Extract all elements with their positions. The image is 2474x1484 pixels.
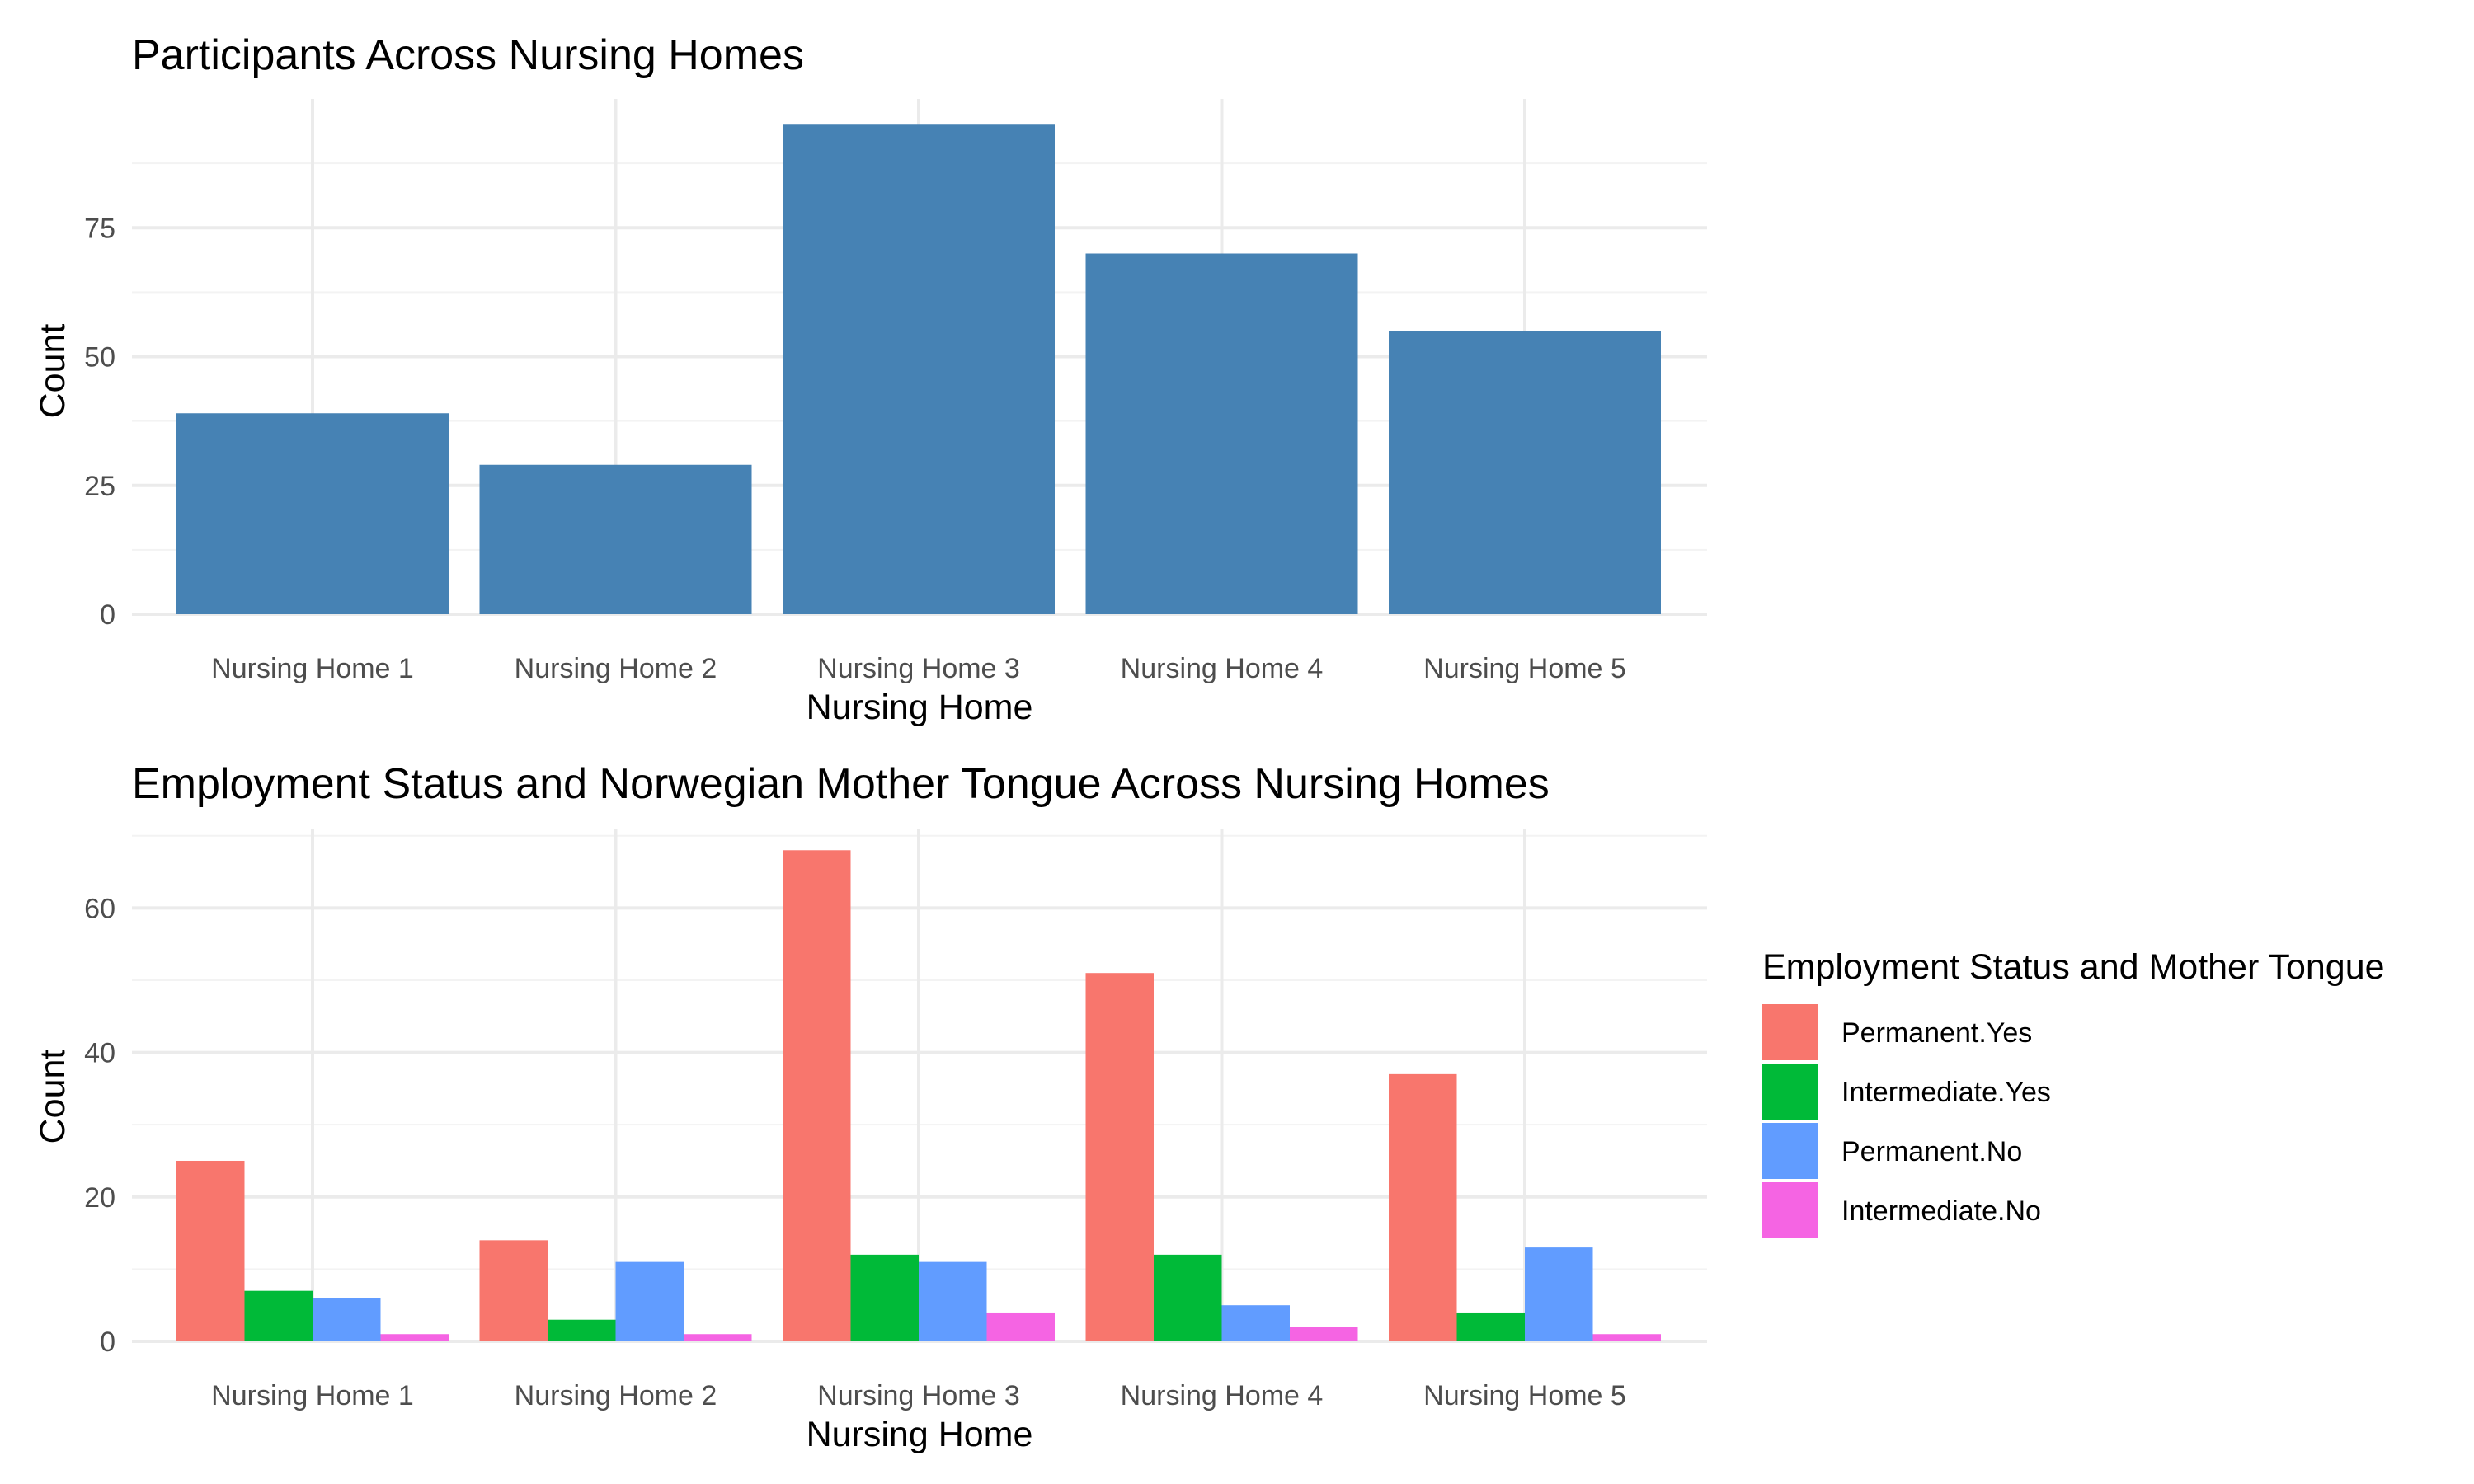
x-tick-label: Nursing Home 5	[1423, 653, 1626, 684]
x-tick-label: Nursing Home 4	[1121, 653, 1324, 684]
y-tick-label: 0	[100, 1327, 115, 1358]
y-tick-label: 40	[84, 1038, 115, 1069]
y-tick-label: 50	[84, 342, 115, 373]
participants-chart: Participants Across Nursing Homes 0 25 50 7…	[33, 31, 1707, 727]
bar	[1290, 1327, 1358, 1341]
x-tick-label: Nursing Home 3	[817, 653, 1020, 684]
x-tick-label: Nursing Home 1	[211, 1380, 414, 1411]
chart-title: Employment Status and Norwegian Mother T…	[132, 760, 1550, 808]
bar	[1154, 1254, 1222, 1341]
y-axis-title: Count	[33, 1050, 73, 1144]
legend-key	[1762, 1004, 1818, 1060]
bar	[919, 1261, 987, 1341]
x-axis-title: Nursing Home	[807, 1415, 1033, 1454]
bar	[1085, 973, 1154, 1341]
legend-label: Intermediate.No	[1841, 1195, 2041, 1227]
bar	[850, 1254, 919, 1341]
x-tick-labels: Nursing Home 1 Nursing Home 2 Nursing Home…	[211, 653, 1626, 684]
legend-items: Permanent.Yes Intermediate.Yes Permanent.N…	[1762, 1004, 2051, 1238]
bars	[176, 124, 1661, 614]
bar	[783, 124, 1055, 614]
chart-title: Participants Across Nursing Homes	[132, 31, 804, 79]
y-tick-label: 25	[84, 471, 115, 502]
legend-label: Permanent.No	[1841, 1136, 2022, 1167]
x-tick-label: Nursing Home 2	[515, 1380, 717, 1411]
y-tick-label: 0	[100, 599, 115, 631]
bar	[1389, 1073, 1457, 1341]
y-tick-labels: 0 20 40 60	[84, 893, 115, 1358]
legend: Employment Status and Mother Tongue Perm…	[1762, 947, 2385, 1238]
bar	[1221, 1305, 1290, 1341]
y-axis-title: Count	[33, 324, 73, 419]
bars	[176, 850, 1661, 1341]
y-tick-labels: 0 25 50 75	[84, 213, 115, 631]
bar	[244, 1290, 313, 1341]
x-axis-title: Nursing Home	[807, 688, 1033, 727]
y-tick-label: 20	[84, 1182, 115, 1214]
employment-chart: Employment Status and Norwegian Mother T…	[33, 760, 2385, 1454]
bar	[380, 1334, 449, 1341]
bar	[176, 413, 449, 614]
legend-label: Permanent.Yes	[1841, 1017, 2032, 1049]
x-tick-label: Nursing Home 3	[817, 1380, 1020, 1411]
x-tick-label: Nursing Home 5	[1423, 1380, 1626, 1411]
bar	[313, 1298, 381, 1341]
bar	[1456, 1312, 1525, 1341]
bar	[1085, 253, 1358, 614]
x-tick-label: Nursing Home 4	[1121, 1380, 1324, 1411]
bar	[1525, 1247, 1593, 1341]
bar	[479, 464, 752, 614]
legend-title: Employment Status and Mother Tongue	[1762, 947, 2385, 987]
x-tick-label: Nursing Home 2	[515, 653, 717, 684]
legend-key	[1762, 1123, 1818, 1179]
bar	[684, 1334, 752, 1341]
bar	[986, 1312, 1055, 1341]
bar	[176, 1160, 245, 1341]
legend-label: Intermediate.Yes	[1841, 1077, 2051, 1108]
bar	[548, 1319, 616, 1341]
bar	[615, 1261, 684, 1341]
legend-key	[1762, 1182, 1818, 1238]
x-tick-labels: Nursing Home 1 Nursing Home 2 Nursing Home…	[211, 1380, 1626, 1411]
bar	[479, 1240, 548, 1341]
y-tick-label: 60	[84, 893, 115, 924]
legend-key	[1762, 1064, 1818, 1120]
bar	[783, 850, 851, 1341]
bar	[1592, 1334, 1661, 1341]
x-tick-label: Nursing Home 1	[211, 653, 414, 684]
y-tick-label: 75	[84, 213, 115, 244]
bar	[1389, 331, 1661, 614]
